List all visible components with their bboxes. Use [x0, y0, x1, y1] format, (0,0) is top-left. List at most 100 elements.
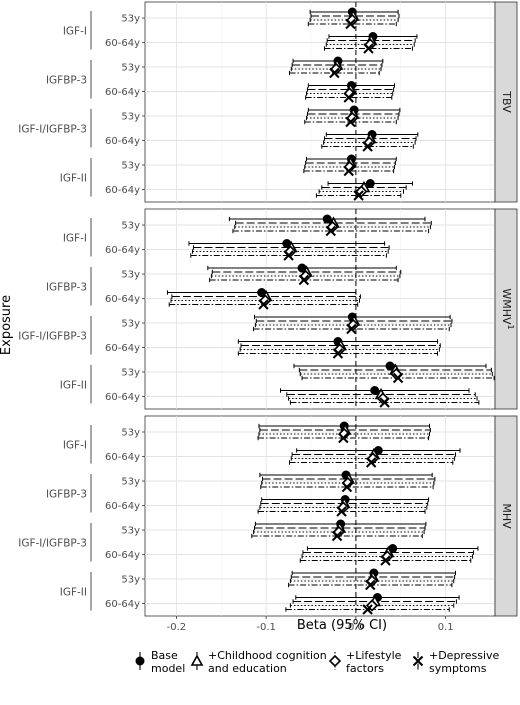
y-tick-label: 60-64y	[105, 294, 140, 305]
point-depressive	[325, 225, 336, 237]
panel-strip	[494, 1, 518, 203]
estimate-row	[288, 568, 457, 591]
estimate-row	[257, 421, 431, 444]
point-depressive	[258, 299, 269, 310]
y-tick-label: 60-64y	[105, 392, 140, 403]
estimate-row	[315, 179, 413, 201]
point-depressive	[329, 67, 340, 79]
y-tick-label: 60-64y	[105, 87, 140, 98]
y-tick-label: 53y	[121, 575, 140, 586]
panel-strip-label: WMHV1	[500, 288, 515, 329]
estimate-row	[257, 495, 430, 517]
point-depressive	[363, 43, 374, 54]
point-depressive	[343, 165, 354, 177]
estimate-row	[303, 154, 397, 177]
point-depressive	[346, 323, 357, 335]
estimate-row	[305, 81, 395, 103]
group-label: IGF-I/IGFBP-3	[18, 537, 87, 549]
group-label: IGFBP-3	[46, 281, 87, 293]
point-depressive	[341, 481, 353, 493]
panel-strip-label: MHV	[500, 503, 513, 529]
point-base	[365, 179, 375, 188]
y-tick-label: 60-64y	[105, 38, 140, 49]
legend-key-marker	[412, 655, 424, 667]
group-label: IGF-I/IGFBP-3	[18, 330, 87, 342]
group-label: IGF-I/IGFBP-3	[18, 123, 87, 135]
point-depressive	[345, 18, 356, 30]
estimate-row	[288, 446, 461, 468]
legend-label: +Lifestyle	[346, 649, 402, 662]
panel-background	[144, 208, 496, 410]
legend-label: +Depressive	[429, 649, 500, 662]
estimate-row	[323, 32, 418, 54]
point-depressive	[345, 116, 356, 128]
y-tick-label: 60-64y	[105, 501, 140, 512]
estimate-row	[285, 593, 460, 615]
y-axis-title: Exposure	[0, 295, 14, 355]
group-label: IGF-I	[63, 439, 87, 451]
y-tick-label: 60-64y	[105, 185, 140, 196]
x-tick-label: -0.1	[256, 622, 276, 633]
point-depressive	[380, 555, 391, 566]
group-label: IGF-II	[60, 379, 87, 391]
point-depressive	[362, 141, 373, 152]
y-tick-label: 53y	[121, 14, 140, 25]
estimate-row	[207, 263, 402, 286]
y-tick-label: 60-64y	[105, 343, 140, 354]
estimate-row	[259, 470, 436, 493]
group-label: IGFBP-3	[46, 74, 87, 86]
point-depressive	[338, 432, 349, 444]
y-tick-label: 53y	[121, 221, 140, 232]
legend-label: +Childhood cognition	[208, 649, 327, 662]
panel-background	[144, 1, 496, 203]
panel-background	[144, 415, 496, 617]
estimate-row	[299, 544, 479, 566]
panel-strip	[494, 415, 518, 617]
point-depressive	[353, 190, 364, 201]
group-label: IGF-I	[63, 232, 87, 244]
estimate-row	[188, 239, 390, 261]
estimate-row	[280, 386, 480, 408]
y-tick-label: 53y	[121, 63, 140, 74]
estimate-row	[253, 312, 453, 335]
y-tick-label: 60-64y	[105, 599, 140, 610]
legend-label: factors	[346, 662, 384, 675]
point-depressive	[379, 397, 390, 408]
panel-tbv: 53y 60-64y 53y 60-64y 53y 60-64y 53y 60-64y IGF-…	[18, 1, 518, 203]
point-depressive	[331, 530, 343, 542]
x-tick-label: -0.2	[167, 622, 187, 633]
point-depressive	[365, 579, 376, 591]
group-label: IGF-II	[60, 172, 87, 184]
legend-key-marker	[190, 654, 204, 666]
y-tick-label: 60-64y	[105, 136, 140, 147]
y-tick-label: 53y	[121, 526, 140, 537]
panel-strip	[494, 208, 518, 410]
legend-key-marker	[135, 656, 145, 666]
estimate-row	[166, 288, 361, 310]
legend-label: and education	[208, 662, 287, 675]
point-depressive	[332, 348, 344, 359]
x-tick-label: 0.0	[348, 622, 364, 633]
estimate-row	[237, 337, 441, 359]
panel-strip-label: TBV	[500, 90, 513, 113]
y-tick-label: 53y	[121, 319, 140, 330]
group-label: IGF-I	[63, 25, 87, 37]
y-tick-label: 53y	[121, 270, 140, 281]
y-tick-label: 53y	[121, 477, 140, 488]
point-depressive	[298, 274, 310, 286]
point-base	[385, 361, 395, 371]
point-base	[322, 214, 332, 224]
x-tick-label: 0.1	[438, 622, 454, 633]
y-tick-label: 53y	[121, 161, 140, 172]
legend-key-marker	[328, 654, 342, 668]
estimate-row	[307, 7, 400, 30]
estimate-row	[293, 361, 495, 384]
estimate-row	[288, 56, 384, 79]
point-depressive	[362, 604, 373, 615]
point-base	[370, 386, 380, 395]
